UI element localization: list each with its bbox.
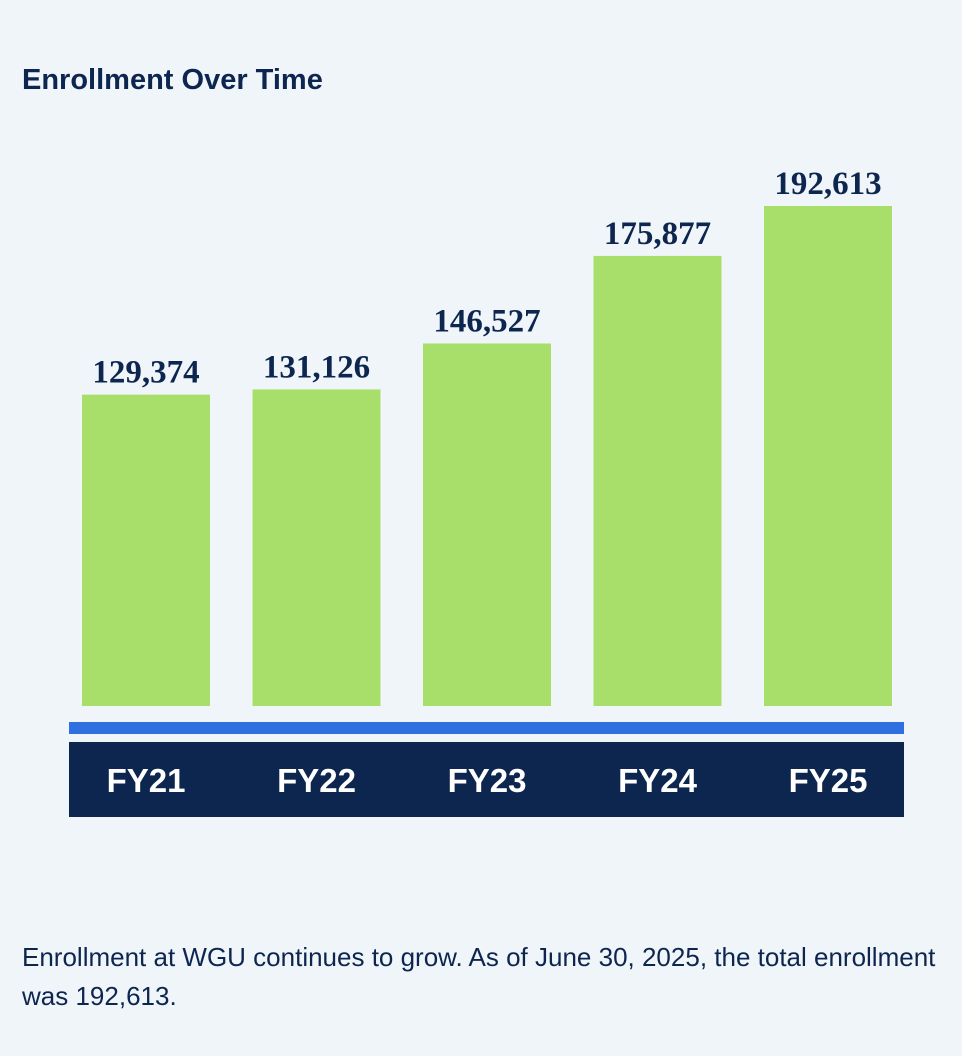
- category-label: FY23: [448, 762, 527, 799]
- category-label: FY25: [789, 762, 868, 799]
- data-label: 129,374: [92, 355, 199, 391]
- bar-fy23: [423, 343, 551, 706]
- bar-fy21: [82, 394, 210, 706]
- chart-caption: Enrollment at WGU continues to grow. As …: [22, 942, 936, 1011]
- category-band: [69, 742, 904, 817]
- category-label: FY24: [618, 762, 698, 799]
- data-label: 131,126: [263, 349, 370, 385]
- category-label: FY21: [107, 762, 186, 799]
- chart-title: Enrollment Over Time: [22, 64, 323, 96]
- data-label: 146,527: [433, 303, 540, 339]
- bar-fy24: [593, 255, 722, 706]
- bar-fy22: [252, 389, 381, 706]
- bar-fy25: [764, 206, 892, 706]
- axis-line: [69, 722, 904, 734]
- data-label: 192,613: [774, 166, 881, 202]
- data-label: 175,877: [604, 216, 711, 252]
- category-label: FY22: [277, 762, 356, 799]
- bar-chart: 129,374 FY21 131,126 FY22 146,527 FY23 175,877…: [69, 166, 904, 817]
